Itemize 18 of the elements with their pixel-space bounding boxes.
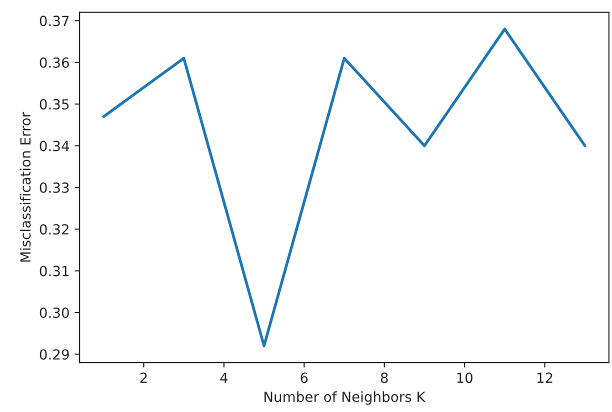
line-series	[102, 28, 586, 348]
y-tick-label: 0.33	[40, 182, 69, 193]
y-tick-label: 0.32	[40, 224, 68, 235]
x-tick-label: 6	[300, 372, 308, 384]
y-axis-title: Misclassification Error	[20, 112, 31, 262]
y-tick-label: 0.37	[40, 16, 69, 26]
y-tick-label: 0.36	[40, 57, 69, 68]
y-tick-label: 0.35	[40, 99, 69, 110]
x-tick-label: 12	[537, 372, 552, 383]
y-tick-label: 0.31	[40, 266, 69, 276]
x-tick-label: 2	[140, 372, 147, 383]
x-tick-label: 10	[457, 372, 472, 384]
x-axis-title: Number of Neighbors K	[264, 391, 426, 405]
x-tick-label: 8	[380, 372, 388, 384]
x-tick-label: 4	[220, 372, 228, 383]
y-tick-label: 0.34	[40, 140, 70, 152]
y-tick-label: 0.30	[40, 308, 69, 318]
y-tick-label: 0.29	[40, 349, 69, 360]
